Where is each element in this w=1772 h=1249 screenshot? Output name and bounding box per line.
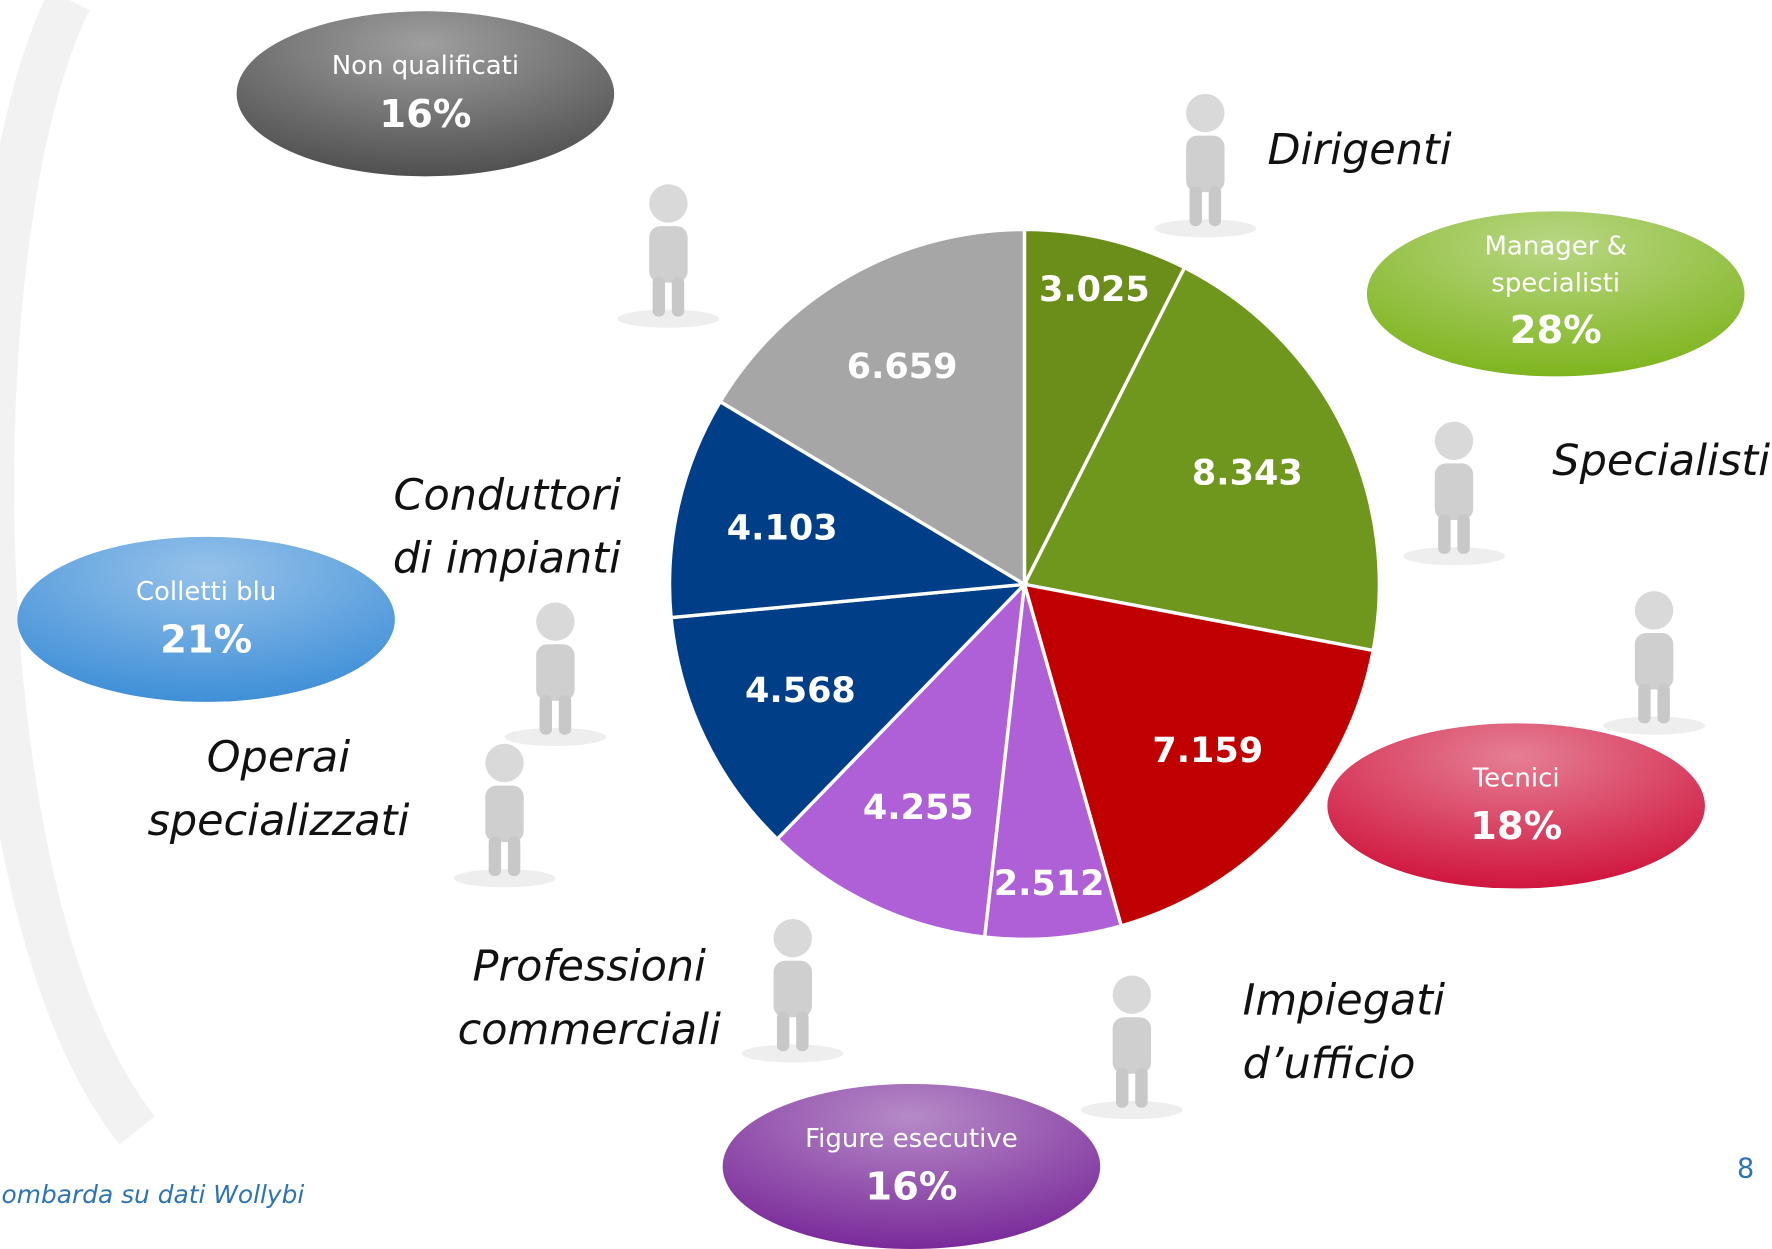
group-shine (17, 536, 395, 702)
icon-leg (776, 1011, 790, 1052)
value-label: 3.025 (1039, 269, 1150, 310)
pie-slice (667, 399, 1030, 620)
pie-slice (669, 582, 1029, 842)
figure-icon (1080, 975, 1183, 1120)
icon-shadow (1080, 1100, 1183, 1120)
category-label: Conduttori di impianti (393, 470, 621, 583)
icon-body (773, 960, 812, 1018)
icon-body (485, 785, 524, 843)
category-label: Impiegati d’ufficio (1243, 975, 1445, 1088)
value-label: 4.255 (863, 787, 974, 828)
icon-head (1434, 421, 1474, 461)
icon-leg (558, 695, 572, 735)
icon-shadow (617, 309, 720, 328)
icon-leg (1208, 186, 1222, 227)
value-label: 7.159 (1152, 730, 1263, 771)
figure-icon (1154, 93, 1257, 238)
pie-slice (982, 583, 1124, 941)
figure-icon (741, 918, 844, 1063)
pie-slice (774, 579, 1027, 939)
icon-leg (539, 695, 552, 735)
icon-body (1112, 1017, 1152, 1074)
category-label: Specialisti (1552, 436, 1770, 486)
group-shine (1366, 211, 1745, 377)
icon-shadow (1403, 547, 1505, 566)
icon-shadow (1603, 716, 1705, 735)
group-name: Manager & specialisti (1485, 231, 1627, 298)
icon-leg (1135, 1068, 1148, 1108)
figure-icon (1603, 591, 1705, 735)
icon-body (649, 226, 688, 283)
figure-icon (1403, 421, 1505, 566)
value-label: 4.568 (745, 670, 856, 711)
value-label: 6.659 (847, 346, 958, 387)
icon-leg (1638, 683, 1651, 724)
icon-head (1112, 975, 1152, 1014)
group-value: 16% (379, 92, 471, 137)
category-label: Dirigenti (1267, 125, 1451, 175)
icon-leg (488, 836, 502, 876)
icon-shadow (741, 1044, 844, 1063)
icon-head (649, 184, 688, 223)
pie-slice (1022, 227, 1187, 586)
background-swoosh (0, 0, 155, 1145)
pie-slice (1021, 265, 1382, 653)
icon-shadow (453, 869, 556, 888)
icon-body (1186, 135, 1225, 193)
group-value: 18% (1470, 804, 1562, 849)
value-label: 4.103 (727, 507, 838, 548)
icon-body (536, 644, 575, 701)
icon-body (1434, 463, 1474, 520)
icon-body (1634, 632, 1674, 690)
icon-leg (671, 276, 685, 317)
figure-icon (617, 184, 720, 328)
icon-leg (1438, 514, 1451, 554)
icon-shadow (1154, 219, 1257, 238)
icon-head (773, 918, 812, 958)
icon-leg (1189, 186, 1202, 227)
category-label: Professioni commerciali (458, 941, 721, 1054)
icon-shadow (504, 727, 607, 747)
page-number: 8 (1737, 1153, 1754, 1184)
value-label: 8.343 (1192, 453, 1303, 494)
value-label: 2.512 (994, 863, 1105, 904)
source: ombarda su dati Wollybi (2, 1180, 305, 1209)
group-shine (236, 11, 615, 177)
group-value: 28% (1510, 308, 1602, 353)
group-value: 16% (865, 1165, 957, 1210)
category-label: Operai specializzati (148, 732, 410, 845)
group-name: Non qualificati (332, 51, 519, 81)
icon-leg (652, 276, 666, 317)
group-value: 21% (160, 618, 252, 663)
icon-head (536, 602, 575, 641)
icon-leg (1457, 514, 1470, 554)
group-name: Figure esecutive (805, 1124, 1018, 1154)
figure-icon (453, 743, 556, 888)
icon-leg (796, 1011, 809, 1052)
group-name: Tecnici (1472, 763, 1560, 793)
group-name: Colletti blu (136, 577, 277, 607)
group-shine (1327, 723, 1705, 889)
icon-leg (1116, 1068, 1129, 1108)
pie-slice (1022, 582, 1376, 928)
figure-icon (504, 602, 607, 747)
icon-leg (1657, 683, 1670, 724)
group-shine (722, 1083, 1101, 1249)
icon-head (1186, 93, 1225, 133)
icon-head (1634, 591, 1674, 630)
icon-head (485, 743, 524, 783)
icon-leg (507, 836, 521, 876)
pie-slice (717, 227, 1027, 588)
